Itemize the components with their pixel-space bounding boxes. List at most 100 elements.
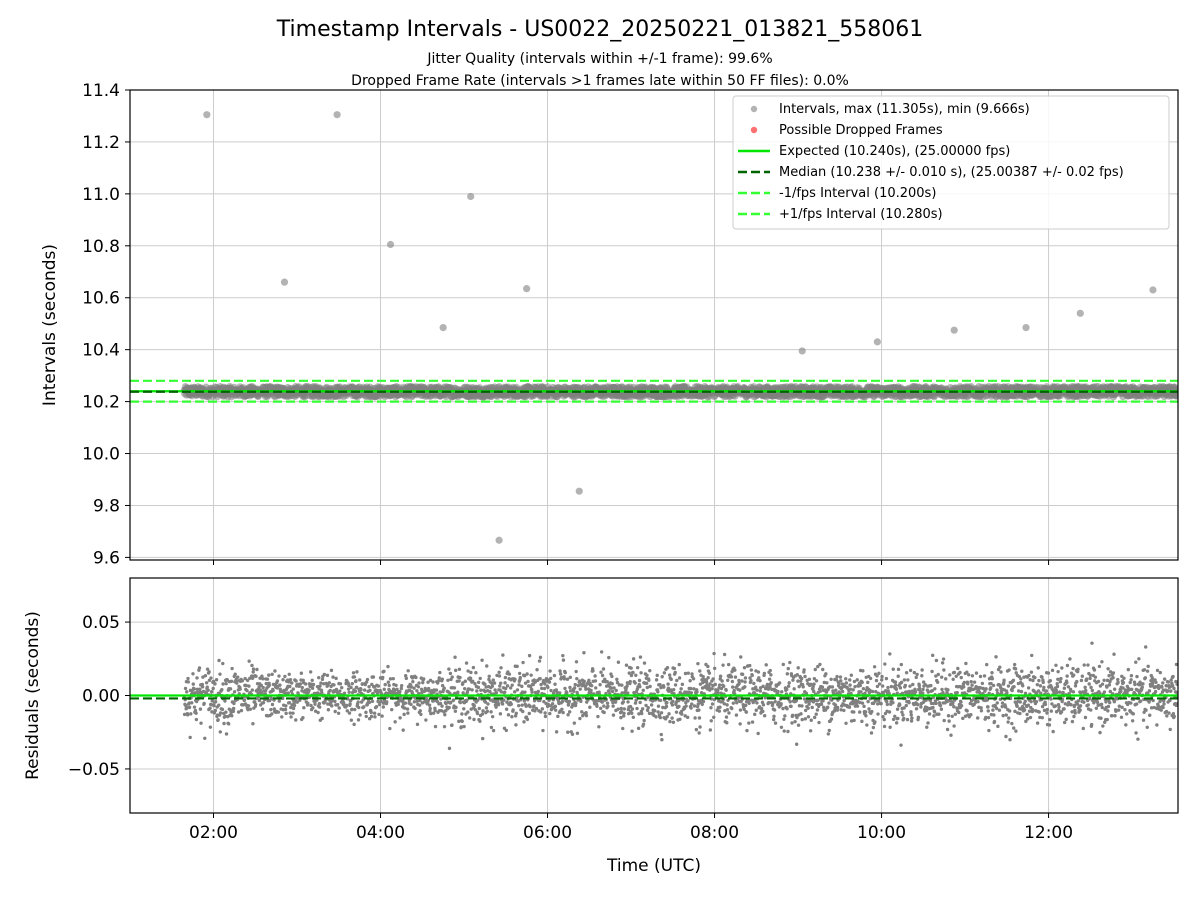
residual-point — [414, 675, 418, 680]
residual-point — [295, 700, 300, 704]
residual-point — [619, 706, 623, 711]
residual-point — [480, 712, 485, 716]
residual-point — [747, 721, 751, 725]
residual-point — [857, 710, 862, 714]
residual-point — [367, 684, 371, 689]
residual-point — [833, 703, 838, 707]
residual-point — [372, 685, 377, 689]
residual-point — [655, 673, 659, 678]
residual-point — [677, 704, 681, 709]
residual-point — [582, 679, 586, 684]
residual-point — [732, 688, 736, 693]
residual-point — [800, 704, 804, 708]
plot-data-area — [130, 111, 1178, 544]
residual-point — [548, 669, 552, 673]
residual-point — [492, 681, 497, 685]
residual-point — [812, 715, 817, 720]
residual-point — [197, 666, 202, 670]
residual-point — [216, 718, 220, 722]
residual-point — [288, 684, 292, 689]
residual-point — [894, 687, 899, 691]
residual-point — [755, 701, 759, 705]
residual-point — [523, 690, 527, 694]
residual-point — [689, 691, 694, 695]
residual-point — [767, 700, 771, 705]
residual-point — [558, 672, 563, 676]
residual-point — [600, 673, 605, 678]
residual-point — [203, 674, 208, 678]
residual-point — [842, 698, 846, 703]
residual-point — [440, 704, 444, 708]
residual-point — [749, 678, 753, 683]
residual-point — [834, 688, 838, 692]
residual-point — [813, 667, 817, 672]
residual-point — [835, 708, 840, 712]
residual-point — [704, 680, 709, 684]
residual-point — [880, 678, 884, 682]
residual-point — [648, 684, 652, 689]
residual-point — [885, 702, 890, 707]
residual-point — [753, 712, 757, 717]
residual-point — [861, 686, 866, 691]
residual-point — [697, 716, 702, 720]
residual-point — [277, 699, 282, 703]
residual-point — [359, 687, 363, 692]
residual-point — [286, 691, 291, 695]
chart-subtitle-dropped: Dropped Frame Rate (intervals >1 frames … — [351, 73, 849, 89]
residual-point — [481, 736, 485, 741]
residual-point — [684, 704, 688, 708]
residual-point — [744, 703, 748, 708]
residual-point — [839, 679, 843, 683]
residual-point — [605, 701, 610, 705]
residual-point — [553, 704, 558, 709]
residual-point — [438, 690, 442, 694]
residual-point — [342, 691, 347, 695]
residual-point — [385, 700, 389, 704]
residual-point — [209, 690, 214, 694]
residual-point — [864, 714, 868, 718]
residual-point — [247, 659, 251, 663]
residual-point — [688, 679, 692, 683]
residual-point — [546, 685, 550, 690]
residual-point — [431, 711, 436, 715]
residual-point — [442, 724, 447, 729]
residual-point — [802, 668, 806, 672]
residual-point — [606, 704, 610, 709]
residual-point — [527, 653, 532, 658]
residual-point — [433, 708, 437, 713]
residual-point — [223, 699, 227, 703]
residual-point — [283, 707, 288, 712]
residual-point — [540, 686, 544, 691]
residual-point — [189, 712, 193, 716]
residual-point — [719, 691, 723, 695]
residual-point — [453, 709, 458, 713]
residual-point — [523, 681, 528, 685]
residual-point — [710, 686, 714, 691]
residual-point — [518, 675, 522, 680]
residual-point — [658, 683, 662, 687]
residual-point — [782, 729, 786, 733]
residual-point — [380, 714, 384, 718]
residual-point — [510, 715, 514, 719]
residual-point — [388, 677, 393, 681]
residual-point — [827, 701, 831, 705]
residual-point — [558, 691, 562, 695]
residual-point — [261, 677, 265, 681]
residual-point — [341, 700, 346, 705]
residual-point — [630, 729, 634, 733]
residual-point — [783, 714, 787, 718]
residual-point — [630, 711, 634, 715]
residual-point — [844, 677, 848, 681]
residual-point — [863, 691, 867, 695]
residual-point — [515, 664, 519, 669]
residual-point — [513, 677, 517, 681]
residual-point — [337, 706, 341, 710]
residual-point — [613, 700, 618, 704]
residual-point — [796, 666, 800, 670]
residual-point — [752, 691, 757, 695]
residual-point — [548, 704, 553, 708]
residual-point — [217, 703, 221, 707]
residual-point — [593, 674, 597, 678]
residual-point — [245, 678, 250, 683]
residual-point — [526, 679, 530, 684]
